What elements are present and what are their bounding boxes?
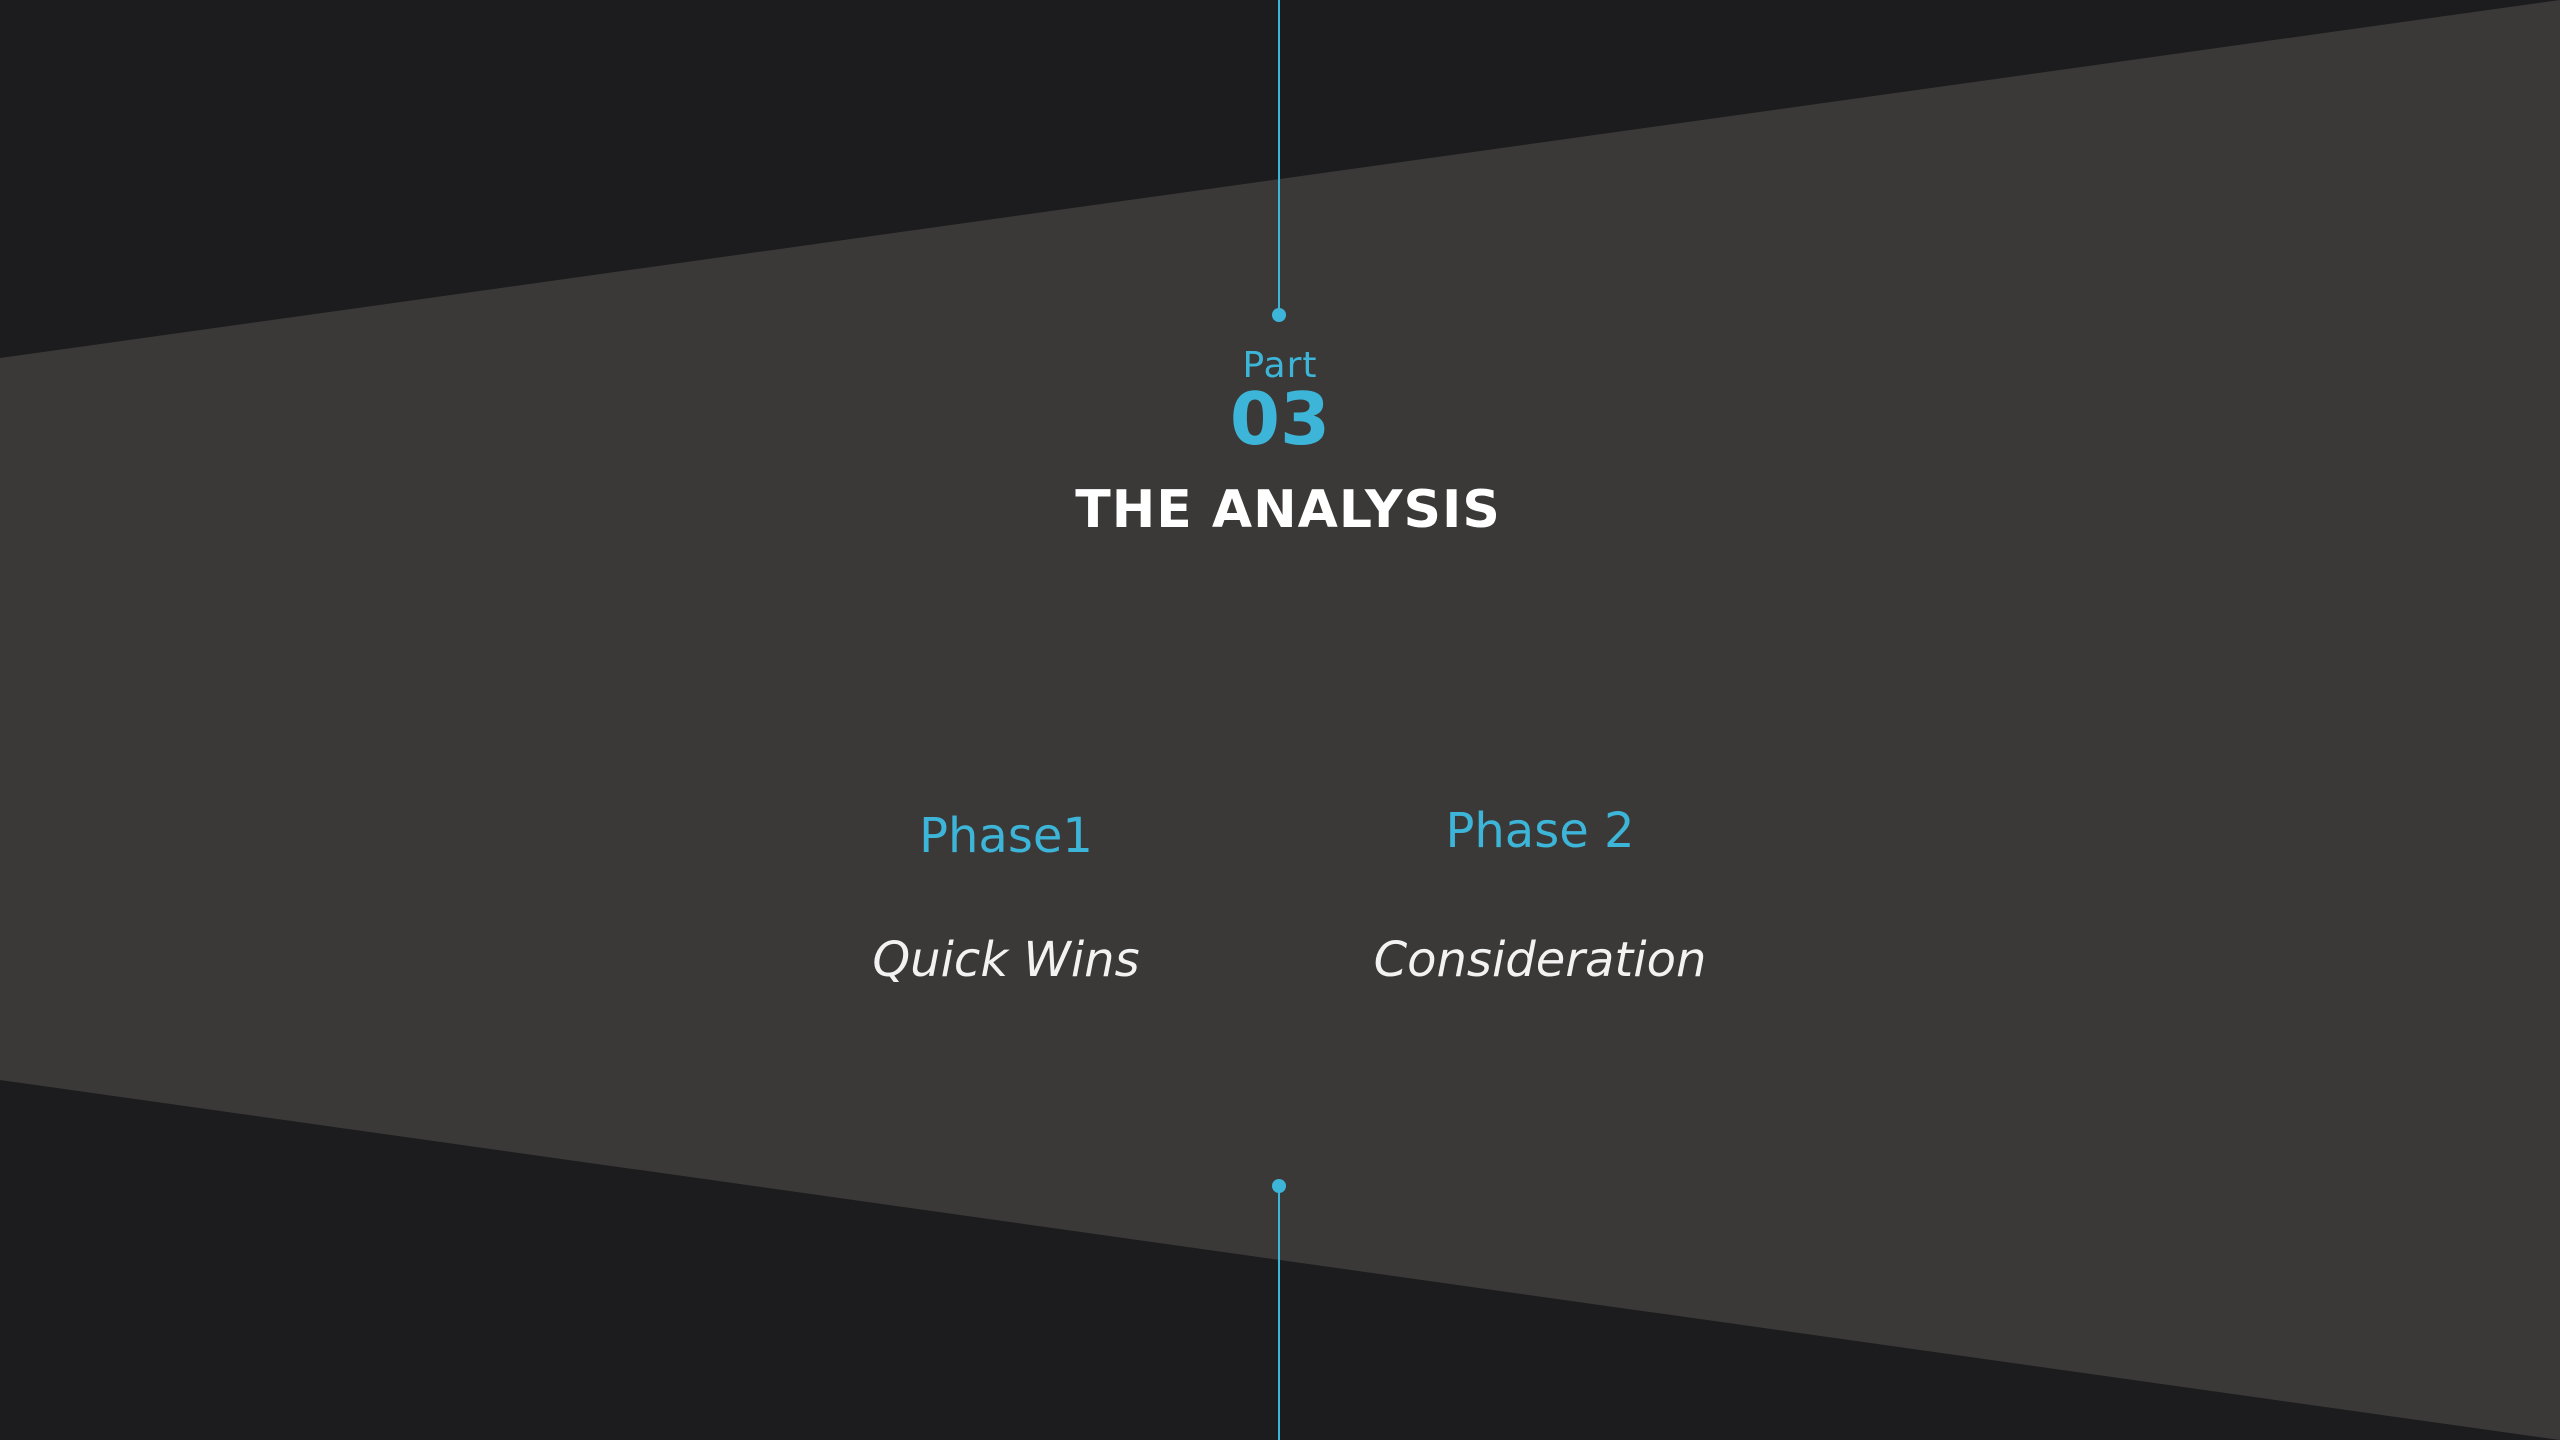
bottom-connector-dot — [1272, 1179, 1286, 1193]
phase-2-label: Phase 2 — [1445, 803, 1635, 859]
top-connector-dot — [1272, 308, 1286, 322]
top-connector-line — [1278, 0, 1280, 315]
phase-1-description: Quick Wins — [872, 932, 1140, 988]
part-label: Part — [1242, 345, 1318, 386]
phase-1-label: Phase1 — [919, 808, 1093, 864]
bottom-connector-line — [1278, 1186, 1280, 1440]
part-number: 03 — [1229, 377, 1331, 461]
section-title: THE ANALYSIS — [1075, 480, 1501, 540]
phase-2-description: Consideration — [1373, 932, 1707, 988]
